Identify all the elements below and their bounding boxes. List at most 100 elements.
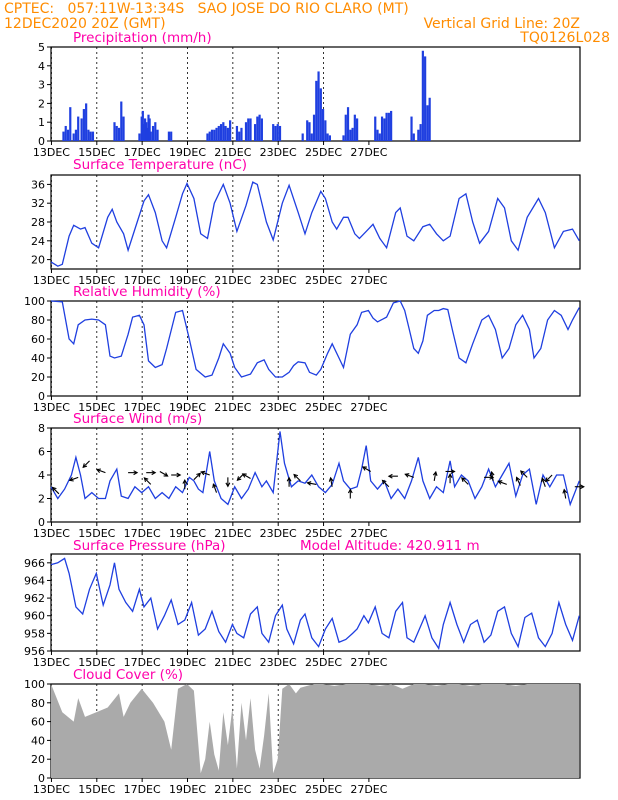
precip-ytick-label: 4: [38, 60, 45, 73]
pres-xtick-label: 23DEC: [260, 656, 297, 669]
wind-xtick-label: 15DEC: [78, 527, 115, 540]
cloud-xtick-label: 25DEC: [305, 783, 342, 796]
precip-bar: [226, 127, 229, 141]
precip-bar: [378, 133, 381, 141]
precip-xtick-label: 19DEC: [169, 146, 206, 159]
wind-arrow-shaft: [52, 487, 60, 495]
precip-bar: [321, 109, 325, 141]
wind-arrow: [146, 470, 157, 476]
cloud-xtick-label: 13DEC: [33, 783, 70, 796]
rh-ytick-label: 40: [31, 352, 45, 365]
precip-bar: [424, 56, 427, 141]
precip-bar: [319, 88, 322, 141]
rh-xtick-label: 19DEC: [169, 401, 206, 414]
precip-bar: [115, 125, 118, 141]
wind-arrow-head: [489, 470, 495, 476]
precip-xtick-label: 25DEC: [305, 146, 342, 159]
precip-ytick-label: 5: [38, 41, 45, 54]
precip-bar: [274, 125, 277, 141]
precip-bar: [72, 133, 75, 141]
wind-arrow-head: [544, 477, 550, 483]
wind-arrow-head: [306, 481, 312, 486]
wind-arrow-shaft: [433, 471, 437, 481]
cloud-area: [51, 684, 580, 778]
precip-bar: [312, 114, 316, 141]
temp-frame: [50, 174, 581, 270]
precip-bar: [74, 129, 78, 141]
rh-xtick-label: 21DEC: [214, 401, 251, 414]
temp-ytick-label: 20: [31, 254, 45, 267]
wind-arrow: [404, 473, 414, 478]
wind-arrow-head: [236, 476, 242, 482]
precip-bar: [113, 122, 116, 141]
temp-ytick-label: 28: [31, 216, 45, 229]
precip-bar: [154, 122, 157, 141]
pres-ytick-label: 964: [24, 574, 45, 587]
precip-bar: [240, 127, 243, 141]
precip-bar: [147, 114, 150, 141]
wind-arrow-shaft: [307, 482, 317, 485]
precip-bar: [142, 124, 146, 141]
precip-bar: [421, 50, 424, 142]
precip-bar: [328, 135, 331, 141]
precip-bar: [89, 131, 92, 141]
pres-xtick-label: 21DEC: [214, 656, 251, 669]
wind-ytick-label: 8: [38, 422, 45, 435]
rh-frame: [50, 300, 581, 397]
precip-ytick-label: 1: [38, 116, 45, 129]
rh-panel: Relative Humidity (%) 13DEC 15DEC 17DEC 19DE…: [24, 284, 581, 414]
precip-bar: [206, 133, 209, 141]
precip-bar: [387, 112, 390, 141]
precip-bar: [249, 118, 252, 141]
wind-arrow: [95, 468, 106, 474]
wind-arrow-head: [519, 470, 525, 475]
wind-arrow: [381, 479, 390, 488]
temp-xtick-label: 13DEC: [33, 274, 70, 287]
wind-arrow-head: [562, 488, 568, 494]
temp-panel: Surface Temperature (nC) 13DEC 15DEC 17DEC 1…: [31, 157, 581, 287]
wind-arrow-head: [286, 476, 292, 482]
precip-bar: [308, 122, 311, 141]
wind-arrow-head: [460, 477, 466, 483]
precip-bar: [260, 118, 263, 141]
precip-bar: [346, 107, 350, 141]
temp-xtick-label: 19DEC: [169, 274, 206, 287]
precip-bar: [272, 124, 275, 141]
wind-arrow-head: [361, 466, 367, 471]
wind-arrow-shaft: [545, 474, 553, 482]
temp-xtick-label: 25DEC: [305, 274, 342, 287]
wind-arrow-head: [200, 470, 206, 476]
wind-ytick-label: 6: [38, 446, 45, 459]
cloud-xtick-label: 23DEC: [260, 783, 297, 796]
wind-ytick-label: 4: [38, 469, 45, 482]
wind-arrow-shaft: [491, 471, 494, 481]
rh-series-line: [50, 300, 580, 378]
wind-arrow: [361, 466, 371, 472]
wind-arrow: [432, 470, 438, 481]
temp-xtick-label: 27DEC: [350, 274, 387, 287]
precip-bar: [208, 131, 211, 141]
precip-bar: [85, 103, 88, 141]
precip-xtick-label: 27DEC: [350, 146, 387, 159]
wind-ytick-label: 2: [38, 493, 45, 506]
precip-xtick-label: 13DEC: [33, 146, 70, 159]
wind-arrow: [519, 470, 528, 478]
precip-bar: [412, 133, 415, 141]
precip-bar: [276, 124, 279, 141]
precip-bar: [222, 122, 225, 141]
wind-arrow: [293, 473, 301, 482]
wind-xtick-label: 13DEC: [33, 527, 70, 540]
precip-bar: [310, 133, 313, 141]
precip-xtick-label: 21DEC: [214, 146, 251, 159]
wind-arrow-shaft: [212, 483, 218, 493]
wind-arrow-shaft: [69, 476, 79, 481]
wind-arrow-head: [404, 473, 410, 478]
pres-xtick-label: 27DEC: [350, 656, 387, 669]
precip-bar: [324, 120, 327, 141]
pres-ytick-label: 966: [24, 557, 45, 570]
model-altitude: Model Altitude: 420.911 m: [300, 538, 480, 554]
wind-arrow-shaft: [193, 472, 201, 481]
wind-arrow-head: [68, 477, 74, 482]
wind-arrow-head: [347, 488, 353, 494]
precip-bar: [140, 116, 143, 141]
